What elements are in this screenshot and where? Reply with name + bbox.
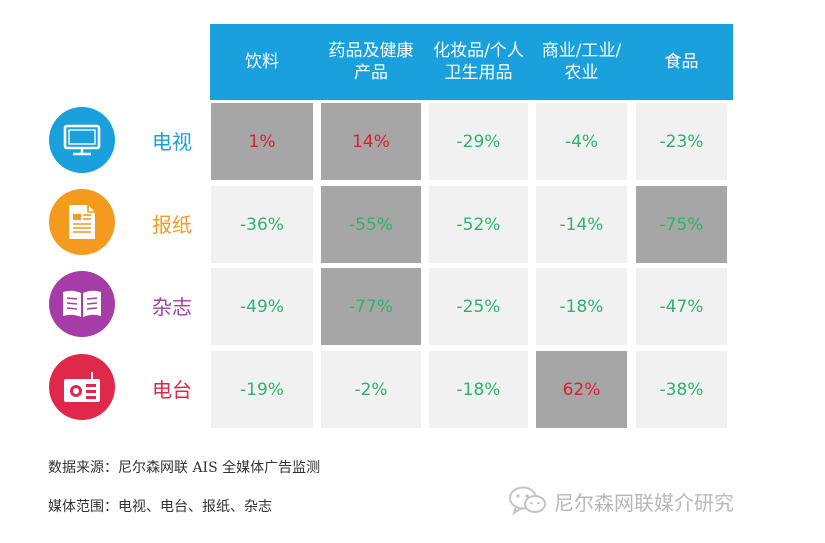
header-bar bbox=[210, 24, 733, 100]
table-cell: -14% bbox=[536, 186, 627, 263]
tv-icon-badge bbox=[49, 107, 115, 173]
table-cell: -38% bbox=[636, 351, 727, 428]
table-cell: 1% bbox=[211, 103, 313, 180]
table-cell: -36% bbox=[211, 186, 313, 263]
magazine-icon-badge bbox=[49, 271, 115, 337]
wechat-icon bbox=[509, 486, 546, 516]
table-cell: -29% bbox=[429, 103, 528, 180]
column-header-5: 食品 bbox=[664, 52, 699, 72]
table-cell: 14% bbox=[321, 103, 421, 180]
table-cell: -52% bbox=[429, 186, 528, 263]
table-cell: -23% bbox=[636, 103, 727, 180]
table-cell: -75% bbox=[636, 186, 727, 263]
table-cell: -55% bbox=[321, 186, 421, 263]
column-header-3: 化妆品/个人 卫生用品 bbox=[433, 41, 524, 83]
tv-icon bbox=[62, 123, 102, 157]
table-cell: -49% bbox=[211, 268, 313, 345]
column-header-4: 商业/工业/ 农业 bbox=[541, 41, 622, 83]
table-cell: -18% bbox=[429, 351, 528, 428]
table-cell: -18% bbox=[536, 268, 627, 345]
row-label-2: 报纸 bbox=[152, 213, 192, 237]
row-label-4: 电台 bbox=[152, 378, 192, 402]
column-header-2: 药品及健康 产品 bbox=[328, 41, 414, 83]
magazine-icon bbox=[61, 288, 103, 320]
watermark-text: 尼尔森网联媒介研究 bbox=[554, 490, 734, 515]
table-cell: -4% bbox=[536, 103, 627, 180]
source-note: 数据来源：尼尔森网联 AIS 全媒体广告监测 bbox=[48, 460, 321, 476]
table-cell: 62% bbox=[536, 351, 627, 428]
table-cell: -2% bbox=[321, 351, 421, 428]
table-cell: -25% bbox=[429, 268, 528, 345]
scope-note: 媒体范围：电视、电台、报纸、杂志 bbox=[48, 499, 272, 515]
row-label-3: 杂志 bbox=[152, 295, 192, 319]
row-label-1: 电视 bbox=[152, 130, 192, 154]
table-cell: -77% bbox=[321, 268, 421, 345]
newspaper-icon-badge bbox=[49, 189, 115, 255]
radio-icon-badge bbox=[49, 354, 115, 420]
table-cell: -47% bbox=[636, 268, 727, 345]
radio-icon bbox=[61, 370, 103, 404]
table-cell: -19% bbox=[211, 351, 313, 428]
watermark: 尼尔森网联媒介研究 bbox=[508, 484, 734, 518]
newspaper-icon bbox=[66, 203, 98, 241]
column-header-1: 饮料 bbox=[245, 52, 279, 72]
